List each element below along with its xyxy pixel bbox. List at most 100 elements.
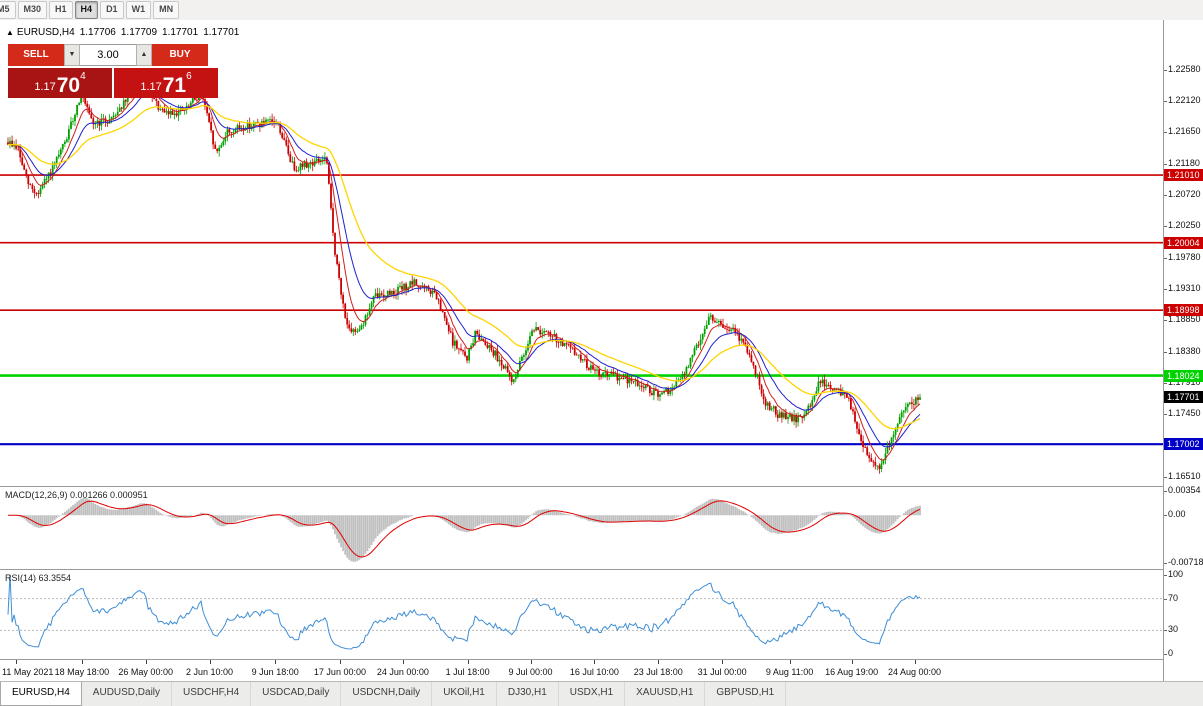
price-axis-label: 1.17450 bbox=[1168, 408, 1201, 419]
time-axis-label: 16 Jul 10:00 bbox=[569, 667, 619, 677]
time-axis-tick bbox=[790, 660, 791, 664]
chart-area: ▲ EURUSD,H4 1.17706 1.17709 1.17701 1.17701 S… bbox=[0, 20, 1203, 682]
chart-tab-ukoil-h1[interactable]: UKOil,H1 bbox=[432, 682, 497, 706]
price-axis-label: 1.19310 bbox=[1168, 283, 1201, 294]
time-axis-label: 9 Aug 11:00 bbox=[765, 667, 814, 677]
sell-price-main: 70 bbox=[56, 74, 81, 97]
timeframe-button-w1[interactable]: W1 bbox=[125, 1, 152, 19]
volume-input[interactable] bbox=[80, 44, 136, 66]
time-axis-tick bbox=[722, 660, 723, 664]
hline-price-tag: 1.21010 bbox=[1164, 169, 1203, 182]
time-axis-tick bbox=[340, 660, 341, 664]
axis-tick bbox=[1164, 320, 1167, 322]
axis-tick bbox=[1164, 289, 1167, 291]
price-axis-label: 1.22580 bbox=[1168, 63, 1201, 74]
time-axis-label: 9 Jun 18:00 bbox=[251, 667, 299, 677]
axis-tick bbox=[1164, 132, 1167, 134]
info-open: 1.17706 bbox=[79, 27, 116, 38]
chart-tab-usdcnh-daily[interactable]: USDCNH,Daily bbox=[341, 682, 433, 706]
time-axis-label: 16 Aug 19:00 bbox=[825, 667, 879, 677]
timeframe-button-h4[interactable]: H4 bbox=[74, 1, 99, 19]
pane-separator bbox=[0, 659, 1163, 660]
ohlc-info-line: ▲ EURUSD,H4 1.17706 1.17709 1.17701 1.17701 bbox=[6, 27, 244, 38]
hline-price-tag: 1.18998 bbox=[1164, 304, 1203, 317]
timeframe-button-d1[interactable]: D1 bbox=[100, 1, 124, 19]
price-axis-label: 1.19780 bbox=[1168, 251, 1201, 262]
time-axis-label: 24 Jun 00:00 bbox=[376, 667, 429, 677]
price-axis-label: 1.22120 bbox=[1168, 94, 1201, 105]
chart-tab-usdcad-daily[interactable]: USDCAD,Daily bbox=[251, 682, 342, 706]
macd-label: MACD(12,26,9) 0.001266 0.000951 bbox=[5, 490, 148, 500]
time-axis-tick bbox=[82, 660, 83, 664]
sell-price-sup: 4 bbox=[80, 71, 86, 82]
time-axis-label: 24 Aug 00:00 bbox=[887, 667, 942, 677]
time-axis[interactable]: 11 May 2021 18 May 18:00 26 May 00:00 2 Jun… bbox=[0, 660, 1163, 682]
time-axis-tick bbox=[275, 660, 276, 664]
buy-button[interactable]: BUY bbox=[152, 44, 208, 66]
axis-tick bbox=[1164, 351, 1167, 353]
rsi-axis-label: 0 bbox=[1168, 648, 1174, 659]
buy-price-display[interactable]: 1.17 71 6 bbox=[114, 68, 218, 98]
axis-tick bbox=[1164, 563, 1167, 565]
chart-tab-usdchf-h4[interactable]: USDCHF,H4 bbox=[172, 682, 252, 706]
time-axis-tick bbox=[658, 660, 659, 664]
time-axis-label: 31 Jul 00:00 bbox=[697, 667, 747, 677]
sell-price-prefix: 1.17 bbox=[34, 81, 56, 93]
volume-decrease-button[interactable]: ▼ bbox=[64, 44, 80, 66]
chart-tabs-bar: EURUSD,H4 AUDUSD,Daily USDCHF,H4 USDCAD,Dai… bbox=[0, 681, 1203, 706]
axis-tick bbox=[1164, 414, 1167, 416]
chart-tab-usdx-h1[interactable]: USDX,H1 bbox=[559, 682, 626, 706]
chart-tab-gbpusd-h1[interactable]: GBPUSD,H1 bbox=[705, 682, 787, 706]
axis-tick bbox=[1164, 100, 1167, 102]
time-axis-tick bbox=[852, 660, 853, 664]
info-low: 1.17701 bbox=[162, 27, 199, 38]
time-axis-tick bbox=[210, 660, 211, 664]
chart-tab-xauusd-h1[interactable]: XAUUSD,H1 bbox=[625, 682, 706, 706]
buy-price-sup: 6 bbox=[186, 71, 192, 82]
price-axis-label: 1.16510 bbox=[1168, 471, 1201, 482]
timeframe-button-m30[interactable]: M30 bbox=[17, 1, 48, 19]
sell-price-display[interactable]: 1.17 70 4 bbox=[8, 68, 112, 98]
axis-tick bbox=[1164, 477, 1167, 479]
macd-axis-label: 0.00354 bbox=[1168, 485, 1201, 496]
time-axis-tick bbox=[146, 660, 147, 664]
price-axis-label: 1.18380 bbox=[1168, 345, 1201, 356]
axis-tick bbox=[1164, 654, 1167, 656]
axis-tick bbox=[1164, 630, 1167, 632]
axis-tick bbox=[1164, 383, 1167, 385]
macd-indicator-pane[interactable] bbox=[0, 487, 1163, 569]
macd-axis-label: -0.00718 bbox=[1168, 557, 1203, 568]
axis-tick bbox=[1164, 491, 1167, 493]
rsi-axis-label: 70 bbox=[1168, 592, 1179, 603]
price-axis-label: 1.20720 bbox=[1168, 188, 1201, 199]
current-price-tag: 1.17701 bbox=[1164, 391, 1203, 404]
info-symbol: EURUSD,H4 bbox=[16, 27, 75, 38]
time-axis-label: 17 Jun 00:00 bbox=[313, 667, 366, 677]
expand-ohlc-icon[interactable]: ▲ bbox=[6, 28, 14, 37]
rsi-axis-label: 30 bbox=[1168, 624, 1179, 635]
chart-tab-eurusd-h4[interactable]: EURUSD,H4 bbox=[0, 682, 82, 706]
price-axis[interactable]: 1.22580 1.22120 1.21650 1.21180 1.20720 1.202… bbox=[1163, 20, 1203, 682]
time-axis-label: 9 Jul 00:00 bbox=[508, 667, 553, 677]
timeframe-button-mn[interactable]: MN bbox=[153, 1, 180, 19]
time-axis-label: 26 May 00:00 bbox=[118, 667, 173, 677]
price-axis-label: 1.21650 bbox=[1168, 126, 1201, 137]
chart-tab-dj30-h1[interactable]: DJ30,H1 bbox=[497, 682, 559, 706]
pane-separator[interactable] bbox=[0, 569, 1163, 570]
sell-button[interactable]: SELL bbox=[8, 44, 64, 66]
price-axis-label: 1.20250 bbox=[1168, 220, 1201, 231]
hline-price-tag: 1.17002 bbox=[1164, 438, 1203, 451]
buy-price-main: 71 bbox=[162, 74, 187, 97]
macd-axis-label: 0.00 bbox=[1168, 509, 1186, 520]
timeframe-button-h1[interactable]: H1 bbox=[49, 1, 73, 19]
time-axis-label: 23 Jul 18:00 bbox=[633, 667, 683, 677]
hline-price-tag: 1.20004 bbox=[1164, 236, 1203, 249]
chart-tab-audusd-daily[interactable]: AUDUSD,Daily bbox=[82, 682, 173, 706]
time-axis-label: 18 May 18:00 bbox=[54, 667, 110, 677]
pane-separator[interactable] bbox=[0, 486, 1163, 487]
time-axis-tick bbox=[468, 660, 469, 664]
rsi-indicator-pane[interactable] bbox=[0, 570, 1163, 659]
volume-increase-button[interactable]: ▲ bbox=[136, 44, 152, 66]
axis-tick bbox=[1164, 194, 1167, 196]
timeframe-button-m5[interactable]: M5 bbox=[0, 1, 16, 19]
